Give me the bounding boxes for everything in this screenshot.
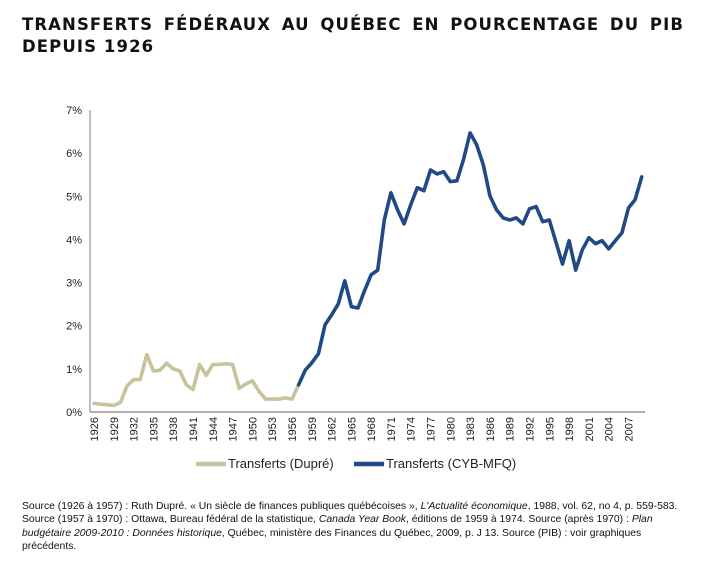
- line-chart: 0% 1% 2% 3% 4% 5% 6% 7% 1926 1929 1932 1935 1938 194…: [66, 105, 645, 471]
- x-tick-label: 1938: [168, 417, 180, 441]
- x-tick-label: 1956: [287, 417, 299, 441]
- source-budget-plan: Plan budgétaire 2009-2010 : Données hist…: [22, 514, 653, 539]
- x-tick-label: 1959: [307, 417, 319, 441]
- x-tick-label: 1989: [505, 417, 517, 441]
- y-tick-label: 4%: [66, 234, 82, 246]
- x-tick-label: 1941: [188, 417, 200, 441]
- chart-title: TRANSFERTS FÉDÉRAUX AU QUÉBEC EN POURCEN…: [22, 14, 684, 58]
- series-group: [92, 131, 644, 408]
- x-tick-label: 1932: [129, 417, 141, 441]
- series-dupre-line: [92, 352, 301, 408]
- legend-label-dupre: Transferts (Dupré): [228, 456, 334, 471]
- x-tick-label: 2001: [584, 417, 596, 441]
- x-tick-label: 1968: [366, 417, 378, 441]
- x-tick-label: 1974: [406, 417, 418, 441]
- x-tick-label: 2004: [604, 417, 616, 441]
- source-journal: L'Actualité économique: [420, 501, 528, 512]
- x-tick-label: 1953: [267, 417, 279, 441]
- x-tick-label: 1965: [346, 417, 358, 441]
- series-cyb-mfq-line: [296, 131, 644, 387]
- x-tick-label: 1998: [564, 417, 576, 441]
- x-tick-label: 1926: [89, 417, 101, 441]
- legend: Transferts (Dupré) Transferts (CYB-MFQ): [196, 456, 516, 471]
- y-axis: 0% 1% 2% 3% 4% 5% 6% 7%: [66, 105, 91, 419]
- source-text-1: Source (1926 à 1957) : Ruth Dupré. « Un …: [22, 501, 421, 512]
- source-text-4: , Québec, ministère des Finances du Québ…: [22, 527, 642, 553]
- legend-label-cyb-mfq: Transferts (CYB-MFQ): [386, 456, 516, 471]
- x-tick-label: 1929: [109, 417, 121, 441]
- chart-title-line2: DEPUIS 1926: [22, 37, 155, 56]
- x-tick-label: 1983: [465, 417, 477, 441]
- x-tick-label: 1980: [445, 417, 457, 441]
- x-tick-label: 1947: [228, 417, 240, 441]
- x-tick-label: 1992: [525, 417, 537, 441]
- source-yearbook: Canada Year Book: [318, 514, 406, 526]
- source-text-2: , 1988, vol. 62, no 4, p. 559-583. Sourc…: [22, 501, 678, 526]
- x-tick-label: 1971: [386, 417, 398, 441]
- y-tick-label: 0%: [66, 407, 82, 419]
- source-text-3: , éditions de 1959 à 1974. Source (après…: [405, 514, 632, 526]
- y-tick-label: 1%: [66, 364, 82, 376]
- x-tick-label: 1986: [485, 417, 497, 441]
- x-tick-label: 1944: [208, 417, 220, 441]
- y-tick-label: 5%: [66, 191, 82, 203]
- y-tick-label: 7%: [66, 105, 82, 117]
- source-note: Source (1926 à 1957) : Ruth Dupré. « Un …: [22, 500, 690, 554]
- x-tick-label: 1962: [327, 417, 339, 441]
- y-tick-label: 3%: [66, 278, 82, 290]
- chart-title-line1: TRANSFERTS FÉDÉRAUX AU QUÉBEC EN POURCEN…: [22, 15, 684, 34]
- y-tick-label: 6%: [66, 148, 82, 160]
- x-tick-label: 1935: [148, 417, 160, 441]
- y-tick-label: 2%: [66, 321, 82, 333]
- x-axis: 1926 1929 1932 1935 1938 1941 1944 1947 1950 1953…: [89, 411, 645, 441]
- x-tick-label: 1950: [247, 417, 259, 441]
- x-tick-label: 1995: [544, 417, 556, 441]
- x-tick-label: 2007: [624, 417, 636, 441]
- x-tick-label: 1977: [426, 417, 438, 441]
